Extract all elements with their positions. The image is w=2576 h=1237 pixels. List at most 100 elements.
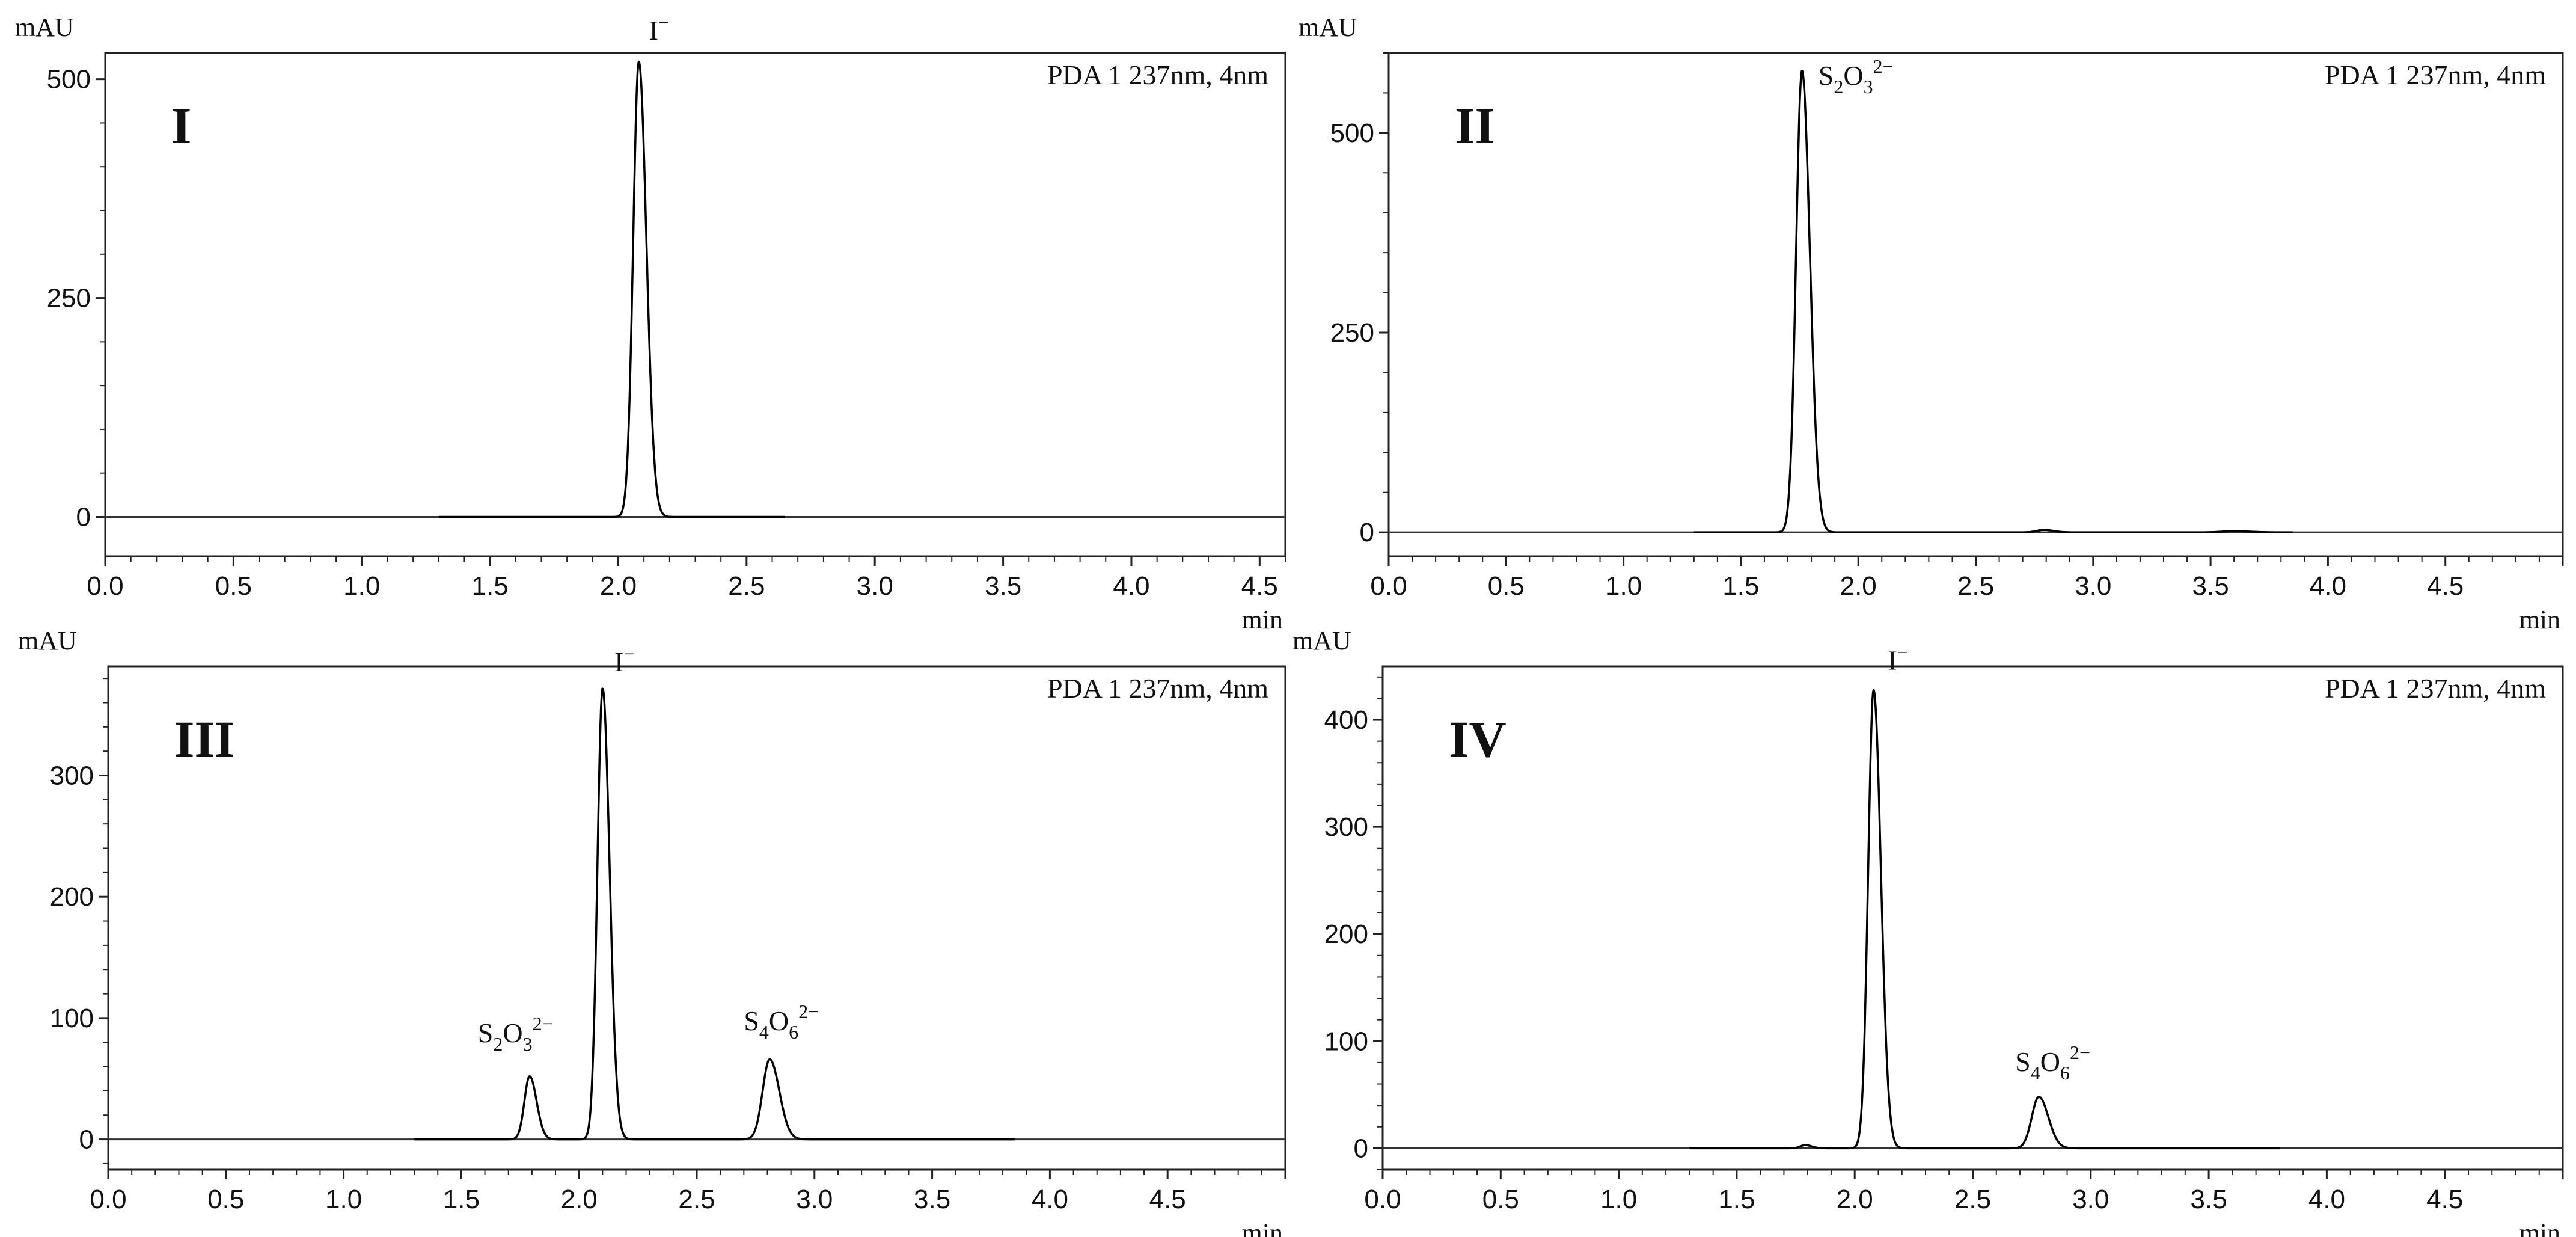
- y-tick-label: 500: [1330, 118, 1374, 148]
- x-tick-label: 1.5: [443, 1185, 480, 1214]
- x-tick-label: 3.5: [985, 571, 1021, 601]
- detector-label: PDA 1 237nm, 4nm: [1047, 673, 1268, 704]
- x-tick-label: 1.5: [1722, 571, 1759, 601]
- chromatogram-trace: [414, 687, 1015, 1141]
- y-tick-label: 100: [50, 1004, 94, 1033]
- panel-label: IV: [1449, 710, 1507, 768]
- y-tick-label: 0: [76, 502, 91, 532]
- x-tick-label: 3.0: [2072, 1185, 2109, 1214]
- peak-label: S2O32−: [1819, 55, 1894, 97]
- x-tick-label: 3.5: [2192, 571, 2229, 601]
- peak-label-charge: −: [623, 643, 634, 665]
- y-tick-label: 100: [1324, 1027, 1368, 1056]
- x-tick-label: 2.5: [678, 1185, 715, 1214]
- peak-label-charge: 2−: [533, 1013, 553, 1034]
- peak-label: I−: [614, 643, 634, 677]
- y-tick-label: 0: [1360, 518, 1374, 547]
- x-tick-label: 4.0: [2308, 1185, 2345, 1214]
- x-tick-label: 4.5: [1241, 571, 1278, 601]
- chart-panel-I: 0.0 0.5 1.0 1.5 2.0 2.5 3.0 3.5 4.0 4.5 0 250 500 mAU…: [15, 11, 1286, 634]
- x-tick-label: 2.0: [1837, 1185, 1873, 1214]
- peak-label-charge: 2−: [798, 1001, 819, 1022]
- x-tick-label: 0.5: [215, 571, 252, 601]
- x-tick-label: 4.0: [2310, 571, 2346, 601]
- y-tick-label: 250: [47, 284, 91, 313]
- y-axis-label: mAU: [18, 626, 77, 655]
- x-tick-label: 4.5: [1149, 1185, 1186, 1214]
- peak-label-charge: −: [658, 11, 669, 33]
- y-axis-label: mAU: [15, 13, 74, 42]
- y-tick-label: 300: [1324, 812, 1368, 842]
- x-axis-label: min: [2519, 1218, 2560, 1237]
- x-axis-label: min: [1242, 605, 1283, 634]
- y-tick-label: 400: [1324, 705, 1368, 735]
- x-tick-label: 3.0: [796, 1185, 833, 1214]
- peak-label-charge: 2−: [1873, 55, 1894, 77]
- x-axis-label: min: [1242, 1218, 1283, 1237]
- x-tick-label: 2.5: [1957, 571, 1994, 601]
- y-axis-label: mAU: [1299, 13, 1357, 42]
- panel-label: II: [1455, 97, 1495, 155]
- x-tick-label: 2.0: [600, 571, 637, 601]
- y-tick-label: 500: [47, 65, 91, 94]
- detector-label: PDA 1 237nm, 4nm: [2325, 60, 2546, 90]
- x-tick-label: 3.5: [914, 1185, 950, 1214]
- peak-label: I−: [649, 11, 669, 46]
- x-tick-label: 1.0: [1600, 1185, 1637, 1214]
- y-tick-label: 0: [79, 1125, 94, 1155]
- chromatogram-trace: [1689, 689, 2280, 1150]
- panel-label: I: [171, 97, 191, 155]
- x-tick-label: 2.5: [728, 571, 765, 601]
- x-tick-label: 0.5: [1482, 1185, 1519, 1214]
- peak-label: S2O32−: [478, 1013, 553, 1055]
- chromatogram-trace: [438, 60, 786, 518]
- x-axis-label: min: [2519, 605, 2560, 634]
- panel-label: III: [174, 710, 234, 768]
- peak-label-charge: 2−: [2070, 1042, 2090, 1063]
- x-tick-label: 4.5: [2427, 571, 2464, 601]
- peak-label: S4O62−: [2015, 1042, 2090, 1084]
- x-tick-label: 0.0: [90, 1185, 126, 1214]
- x-tick-label: 4.0: [1032, 1185, 1068, 1214]
- chart-panel-II: 0.0 0.5 1.0 1.5 2.0 2.5 3.0 3.5 4.0 4.5 0 250 500 mAU…: [1299, 13, 2564, 634]
- plot-frame: [104, 52, 1286, 557]
- x-tick-label: 0.5: [1488, 571, 1525, 601]
- x-tick-label: 3.5: [2191, 1185, 2227, 1214]
- y-tick-label: 200: [50, 882, 94, 912]
- y-tick-label: 300: [50, 761, 94, 791]
- y-tick-label: 0: [1354, 1134, 1368, 1163]
- peak-label-species: I: [649, 15, 658, 46]
- peak-label-species: I: [614, 646, 623, 677]
- x-tick-label: 4.0: [1113, 571, 1149, 601]
- peak-label: I−: [1888, 641, 1908, 675]
- plot-frame: [1381, 665, 2564, 1171]
- detector-label: PDA 1 237nm, 4nm: [2325, 673, 2546, 704]
- y-tick-label: 200: [1324, 919, 1368, 949]
- chart-panel-IV: 0.0 0.5 1.0 1.5 2.0 2.5 3.0 3.5 4.0 4.5 0 100 200 300…: [1293, 626, 2564, 1237]
- x-tick-label: 0.0: [1370, 571, 1407, 601]
- x-tick-label: 1.0: [343, 571, 380, 601]
- chart-panel-III: 0.0 0.5 1.0 1.5 2.0 2.5 3.0 3.5 4.0 4.5 0 100 200 300…: [18, 626, 1286, 1237]
- x-tick-label: 1.5: [1718, 1185, 1755, 1214]
- y-axis-label: mAU: [1293, 626, 1351, 655]
- x-tick-label: 1.0: [325, 1185, 362, 1214]
- x-tick-label: 3.0: [2075, 571, 2111, 601]
- x-tick-label: 2.0: [561, 1185, 598, 1214]
- x-tick-label: 0.0: [87, 571, 123, 601]
- detector-label: PDA 1 237nm, 4nm: [1047, 60, 1268, 90]
- x-tick-label: 0.5: [207, 1185, 244, 1214]
- x-tick-label: 1.5: [472, 571, 509, 601]
- plot-frame: [1387, 52, 2564, 557]
- x-tick-label: 2.5: [1954, 1185, 1991, 1214]
- peak-label-charge: −: [1897, 641, 1908, 663]
- x-tick-label: 3.0: [857, 571, 893, 601]
- x-tick-label: 1.0: [1605, 571, 1642, 601]
- peak-label: S4O62−: [744, 1001, 819, 1043]
- chromatogram-trace: [1693, 70, 2293, 533]
- plot-frame: [107, 665, 1286, 1171]
- peak-label-species: I: [1888, 645, 1897, 675]
- y-tick-label: 250: [1330, 318, 1374, 348]
- x-tick-label: 4.5: [2426, 1185, 2463, 1214]
- x-tick-label: 0.0: [1364, 1185, 1401, 1214]
